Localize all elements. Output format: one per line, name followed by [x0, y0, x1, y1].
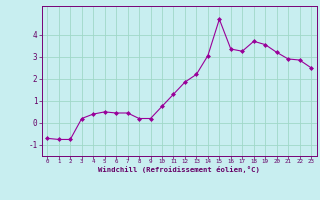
X-axis label: Windchill (Refroidissement éolien,°C): Windchill (Refroidissement éolien,°C)	[98, 166, 260, 173]
